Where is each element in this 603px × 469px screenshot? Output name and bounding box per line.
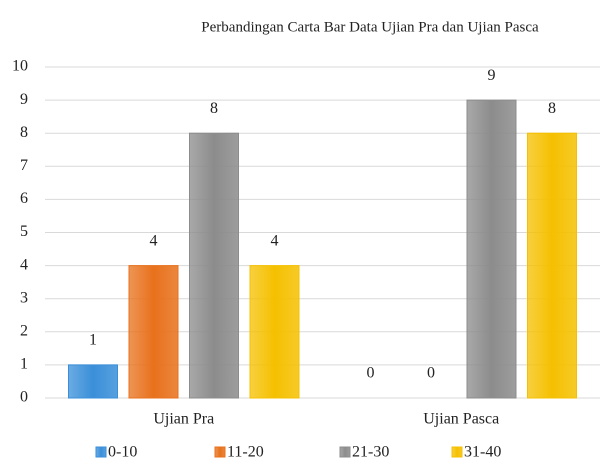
legend-label: 31-40 xyxy=(464,444,501,461)
x-tick-label: Ujian Pra xyxy=(153,411,214,428)
y-tick-label: 9 xyxy=(20,91,28,108)
data-label: 4 xyxy=(150,232,158,249)
y-tick-label: 3 xyxy=(20,289,28,306)
bar xyxy=(189,132,239,399)
x-tick-label: Ujian Pasca xyxy=(423,411,499,428)
bar xyxy=(466,99,517,399)
legend-swatch xyxy=(95,446,107,458)
y-tick-label: 2 xyxy=(20,322,28,339)
bar xyxy=(68,364,118,399)
y-tick-label: 1 xyxy=(20,356,28,373)
data-label: 0 xyxy=(427,365,435,382)
y-tick-label: 10 xyxy=(12,58,28,75)
y-tick-label: 0 xyxy=(20,389,28,406)
legend-swatch xyxy=(214,446,226,458)
data-label: 8 xyxy=(210,100,218,117)
chart-title: Perbandingan Carta Bar Data Ujian Pra da… xyxy=(201,19,539,35)
y-tick-label: 6 xyxy=(20,190,28,207)
legend-label: 21-30 xyxy=(352,444,389,461)
y-tick-label: 7 xyxy=(20,157,28,174)
legend-label: 11-20 xyxy=(227,444,264,461)
legend-label: 0-10 xyxy=(108,444,137,461)
data-label: 4 xyxy=(271,232,279,249)
legend-swatch xyxy=(451,446,463,458)
bar xyxy=(249,265,300,399)
data-label: 1 xyxy=(89,332,97,349)
legend-swatch xyxy=(339,446,351,458)
bar xyxy=(527,132,577,399)
bar xyxy=(128,265,179,399)
data-label: 0 xyxy=(367,365,375,382)
y-tick-label: 8 xyxy=(20,124,28,141)
data-label: 8 xyxy=(548,100,556,117)
y-tick-label: 5 xyxy=(20,223,28,240)
y-tick-label: 4 xyxy=(20,256,28,273)
data-label: 9 xyxy=(488,67,496,84)
